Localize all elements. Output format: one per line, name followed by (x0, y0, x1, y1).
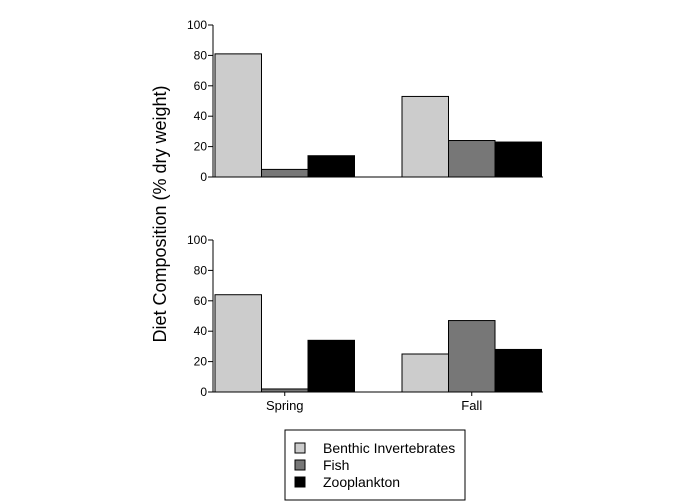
y-tick-label: 100 (187, 18, 207, 32)
y-tick-label: 100 (187, 233, 207, 247)
bar-zooplankton-fall (494, 348, 542, 393)
x-tick-label: Spring (266, 398, 304, 413)
y-tick-label: 80 (194, 48, 208, 62)
bar-zooplankton-spring (307, 155, 355, 178)
y-tick-label: 0 (200, 385, 207, 399)
legend-swatch (294, 476, 306, 488)
legend-box (284, 429, 466, 501)
y-tick-label: 20 (194, 140, 208, 154)
panel-1: 0 20 40 60 80 100 (187, 18, 543, 184)
chart-panels: 0 20 40 60 80 100 0 20 40 60 80 100 Spring Fall (187, 18, 543, 413)
bar-fish-spring (261, 388, 309, 393)
legend-swatch (294, 459, 306, 471)
y-tick-label: 40 (194, 324, 208, 338)
y-tick-label: 40 (194, 109, 208, 123)
legend-label: Zooplankton (323, 474, 400, 490)
bar-zooplankton-fall (494, 141, 542, 178)
x-tick-label: Fall (461, 398, 482, 413)
legend-label: Benthic Invertebrates (323, 440, 455, 456)
bar-benthic-invertebrates-spring (214, 294, 262, 393)
bar-benthic-invertebrates-fall (401, 95, 449, 178)
y-tick-label: 20 (194, 355, 208, 369)
bar-fish-fall (448, 320, 496, 393)
bar-benthic-invertebrates-spring (214, 53, 262, 178)
bar-fish-fall (448, 140, 496, 178)
bar-fish-spring (261, 168, 309, 178)
bar-benthic-invertebrates-fall (401, 353, 449, 393)
bar-zooplankton-spring (307, 339, 355, 393)
y-tick-label: 80 (194, 263, 208, 277)
y-tick-label: 60 (194, 294, 208, 308)
legend-swatch (294, 442, 306, 454)
y-tick-label: 0 (200, 170, 207, 184)
panel-2: 0 20 40 60 80 100 Spring Fall (187, 233, 543, 413)
y-axis-label: Diet Composition (% dry weight) (150, 85, 170, 342)
y-tick-label: 60 (194, 79, 208, 93)
legend-label: Fish (323, 457, 349, 473)
